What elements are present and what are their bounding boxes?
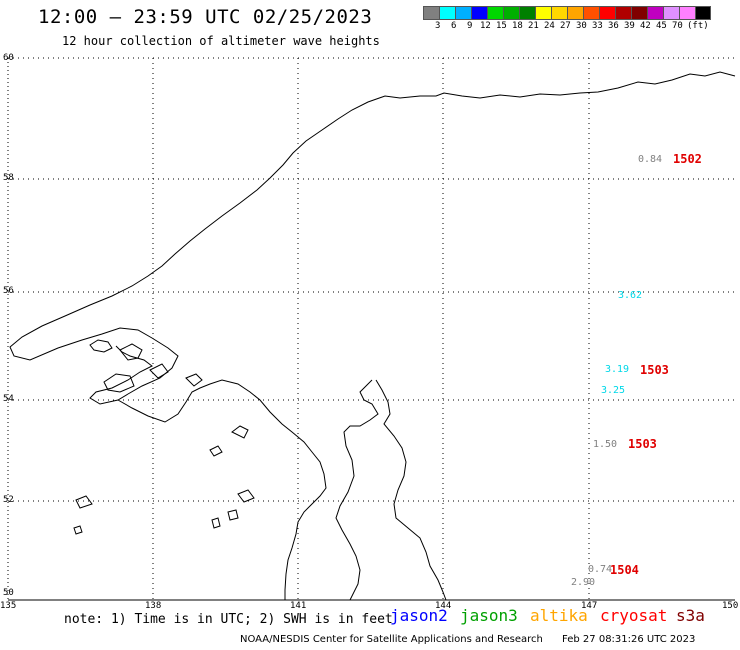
lat-label-60: 60: [3, 53, 14, 63]
buoy-id: 1503: [640, 363, 669, 377]
color-swatch-17: [695, 6, 711, 20]
lon-label-144: 144: [435, 601, 452, 611]
lon-label-141: 141: [290, 601, 307, 611]
color-swatch-0: [423, 6, 439, 20]
buoy-id: 1502: [673, 152, 702, 166]
footer-credit: NOAA/NESDIS Center for Satellite Applica…: [240, 634, 543, 645]
small-islands: [73, 425, 255, 535]
units-note: note: 1) Time is in UTC; 2) SWH is in fe…: [64, 612, 393, 627]
color-scale-label: 42: [640, 21, 651, 31]
color-swatch-16: [679, 6, 695, 20]
lon-label-150: 150: [722, 601, 739, 611]
color-scale-labels: 3 6 9 12 15 18 21 24 27 30 33 36 39 42 45 70 (ft): [423, 21, 740, 33]
wave-height-color-scale: [423, 6, 711, 20]
map-title: 12:00 — 23:59 UTC 02/25/2023: [38, 6, 373, 28]
lon-label-147: 147: [581, 601, 598, 611]
color-swatch-12: [615, 6, 631, 20]
lat-label-50: 50: [3, 588, 14, 598]
legend-jason2: jason2: [390, 606, 448, 625]
shantar-islands: [89, 339, 203, 393]
color-scale-label: 15: [496, 21, 507, 31]
color-scale-label: 70: [672, 21, 683, 31]
swh-observation: 3.19: [605, 364, 630, 375]
lat-label-56: 56: [3, 286, 14, 296]
color-swatch-4: [487, 6, 503, 20]
color-swatch-5: [503, 6, 519, 20]
lon-label-138: 138: [145, 601, 162, 611]
color-swatch-15: [663, 6, 679, 20]
color-scale-unit: (ft): [687, 21, 709, 31]
color-scale-label: 39: [624, 21, 635, 31]
lon-label-135: 135: [0, 601, 17, 611]
legend-cryosat: cryosat: [600, 606, 668, 625]
legend-s3a: s3a: [676, 606, 705, 625]
color-scale-label: 27: [560, 21, 571, 31]
swh-observation: 0.84: [638, 154, 663, 165]
swh-observation: 3.25: [601, 385, 626, 396]
color-swatch-9: [567, 6, 583, 20]
color-scale-label: 21: [528, 21, 539, 31]
color-swatch-13: [631, 6, 647, 20]
coastline-sakhalin: [335, 379, 447, 601]
coastline-mainland: [117, 379, 327, 600]
color-scale-label: 30: [576, 21, 587, 31]
lat-label-58: 58: [3, 173, 14, 183]
lat-label-52: 52: [3, 495, 14, 505]
color-scale-label: 24: [544, 21, 555, 31]
swh-observation: 1.50: [593, 439, 618, 450]
color-swatch-1: [439, 6, 455, 20]
swh-observation: 2.90: [571, 577, 596, 588]
color-scale-label: 45: [656, 21, 667, 31]
buoy-id: 1503: [628, 437, 657, 451]
color-scale-label: 33: [592, 21, 603, 31]
color-swatch-8: [551, 6, 567, 20]
color-scale-label: 18: [512, 21, 523, 31]
color-swatch-11: [599, 6, 615, 20]
footer: NOAA/NESDIS Center for Satellite Applica…: [240, 634, 711, 645]
legend-jason3: jason3: [460, 606, 518, 625]
color-swatch-3: [471, 6, 487, 20]
coastline-north: [9, 71, 736, 405]
color-swatch-14: [647, 6, 663, 20]
map-subtitle: 12 hour collection of altimeter wave hei…: [62, 34, 380, 48]
color-swatch-2: [455, 6, 471, 20]
color-scale-label: 36: [608, 21, 619, 31]
color-swatch-10: [583, 6, 599, 20]
color-swatch-7: [535, 6, 551, 20]
color-scale-label: 9: [467, 21, 473, 31]
swh-observation: 3.62: [618, 290, 643, 301]
color-scale-label: 3: [435, 21, 441, 31]
swh-observation: 0.74: [588, 564, 613, 575]
buoy-id: 1504: [610, 563, 639, 577]
color-swatch-6: [519, 6, 535, 20]
latitude-gridlines: [8, 57, 735, 502]
color-scale-label: 6: [451, 21, 457, 31]
lat-label-54: 54: [3, 394, 14, 404]
footer-timestamp: Feb 27 08:31:26 UTC 2023: [562, 634, 696, 645]
color-scale-label: 12: [480, 21, 491, 31]
legend-altika: altika: [530, 606, 588, 625]
